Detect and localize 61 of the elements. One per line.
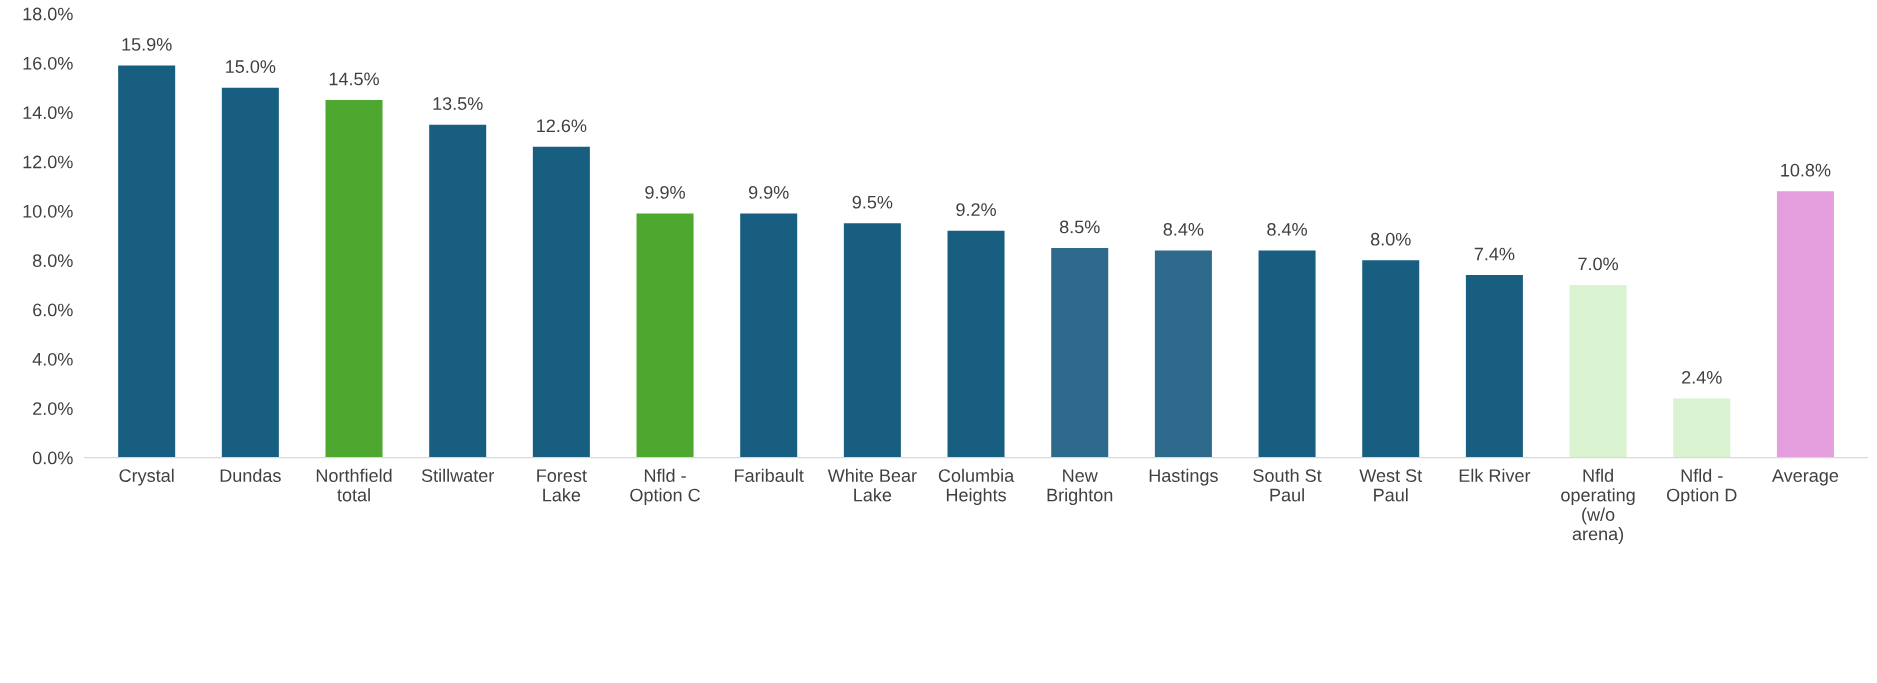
data-label: 14.5% (329, 72, 379, 86)
data-label: 2.4% (1682, 370, 1722, 384)
x-tick-label: New Brighton (1047, 469, 1113, 505)
bar (843, 223, 901, 458)
data-label: 12.6% (537, 119, 587, 133)
bar (221, 87, 279, 458)
y-tick-label: 2.0% (33, 402, 73, 415)
bar (118, 65, 176, 458)
bar (1258, 250, 1316, 458)
y-tick-label: 14.0% (23, 106, 73, 120)
x-tick-label: Stillwater (421, 468, 495, 482)
data-label: 10.8% (1781, 163, 1831, 177)
bar (947, 230, 1005, 458)
x-tick-label: South St Paul (1253, 468, 1322, 502)
data-label: 7.4% (1474, 247, 1515, 261)
x-tick-label: Forest Lake (537, 469, 587, 502)
y-tick-label: 12.0% (23, 155, 73, 169)
y-tick-label: 16.0% (23, 56, 73, 70)
bar (636, 213, 694, 458)
bar (1362, 260, 1420, 458)
data-label: 8.5% (1059, 220, 1100, 234)
x-tick-label: Crystal (119, 468, 174, 486)
data-label: 15.0% (226, 60, 276, 73)
data-label: 8.0% (1370, 232, 1411, 246)
data-label: 8.4% (1267, 222, 1307, 236)
bar (1465, 275, 1523, 458)
x-tick-label: Nfld - Option C (630, 468, 700, 505)
x-tick-label: White Bear Lake (827, 468, 917, 502)
x-tick-label: Hastings (1149, 468, 1218, 486)
x-tick-label: Nfld operating (w/o arena) (1561, 468, 1635, 544)
data-label: 9.5% (852, 195, 893, 209)
y-tick-label: 10.0% (23, 204, 73, 218)
y-tick-label: 8.0% (32, 254, 73, 268)
bar (325, 99, 383, 458)
x-tick-label: Average (1771, 469, 1839, 486)
y-tick-label: 6.0% (33, 303, 73, 317)
x-tick-label: Nfld - Option D (1666, 468, 1737, 505)
bar (1776, 191, 1834, 458)
data-label: 9.9% (645, 185, 685, 199)
data-label: 9.2% (956, 203, 996, 217)
bar (740, 213, 798, 458)
data-label: 8.4% (1163, 222, 1204, 236)
x-tick-label: Columbia Heights (938, 468, 1015, 505)
x-tick-label: Dundas (220, 468, 281, 482)
data-label: 7.0% (1578, 257, 1618, 271)
x-tick-label: West St Paul (1359, 469, 1423, 502)
bar (1154, 250, 1212, 458)
bar (429, 124, 487, 458)
y-tick-label: 4.0% (32, 352, 73, 366)
bar (532, 146, 590, 458)
x-tick-label: Northfield total (316, 468, 392, 502)
x-tick-label: Faribault (735, 468, 804, 482)
bar (1569, 284, 1627, 458)
bar (1673, 398, 1731, 458)
data-label: 15.9% (122, 37, 172, 51)
y-tick-label: 18.0% (23, 7, 73, 21)
bar (1051, 247, 1109, 458)
y-tick-label: 0.0% (32, 451, 73, 465)
data-label: 9.9% (748, 185, 789, 199)
x-tick-label: Elk River (1459, 468, 1531, 482)
data-label: 13.5% (433, 97, 483, 110)
